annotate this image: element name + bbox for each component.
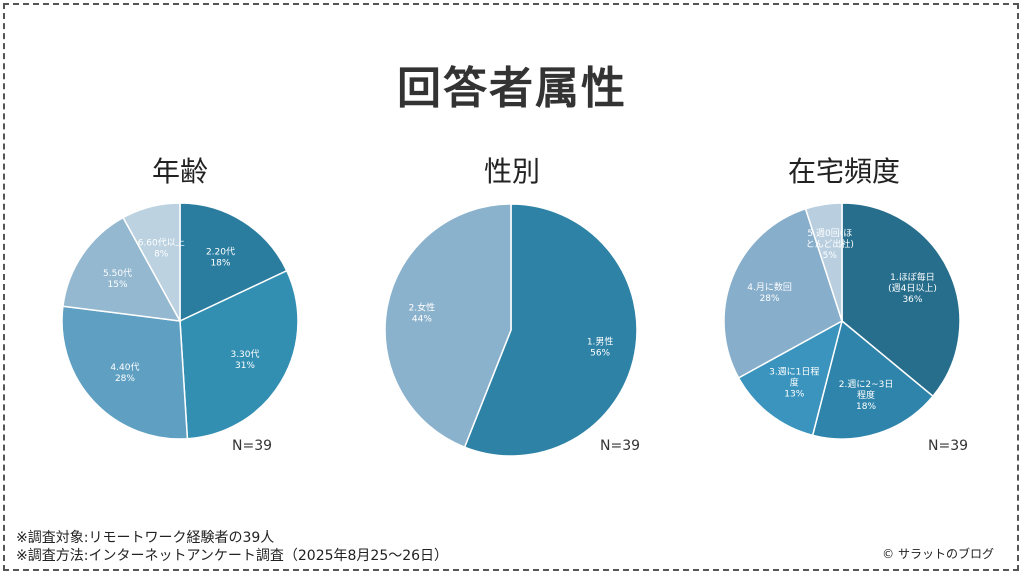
slice-label: 3.30代 31% xyxy=(230,349,259,371)
pie-slice xyxy=(804,202,843,322)
chart-title-remote-frequency: 在宅頻度 xyxy=(787,155,900,188)
copyright: © サラットのブログ xyxy=(882,547,994,561)
pie-group-0: 2.20代 18% 3.30代 31% 4.40代 28% 5.50代 15% 6.60代以上 8… xyxy=(61,202,299,440)
pie-slice xyxy=(463,203,638,457)
pie-slice xyxy=(811,319,934,440)
pie-slice xyxy=(841,202,961,398)
slice-label: 3.週に1日程度 13% xyxy=(769,367,819,400)
slice-label: 4.40代 28% xyxy=(110,362,139,384)
pie-slice xyxy=(61,305,189,440)
sample-size-remote-frequency: N=39 xyxy=(928,438,969,454)
chart-title-gender: 性別 xyxy=(483,155,540,188)
sample-size-gender: N=39 xyxy=(600,438,641,454)
footnote-method: ※調査方法:インターネットアンケート調査（2025年8月25～26日） xyxy=(16,548,449,564)
pie-slice xyxy=(737,319,844,437)
pie-group-2: 1.ほぼ毎日(週4日以上) 36% 2.週に2~3日程度 18% 3.週に1日程度 13%… xyxy=(723,202,961,440)
pie-slice xyxy=(122,202,181,322)
slice-label: 4.月に数回 28% xyxy=(747,281,792,304)
slice-label: 5.50代 15% xyxy=(103,268,132,290)
slice-label: 2.20代 18% xyxy=(206,247,235,269)
dashed-frame xyxy=(3,3,1019,571)
pie-slice xyxy=(384,203,512,449)
slice-label: 2.週に2~3日程度 18% xyxy=(839,379,894,412)
pie-slice xyxy=(179,269,299,440)
slice-label: 1.ほぼ毎日(週4日以上) 36% xyxy=(888,271,937,305)
pie-slice xyxy=(179,202,288,323)
slice-label: 2.女性 44% xyxy=(409,302,436,325)
slice-label: 1.男性 56% xyxy=(587,335,614,358)
pie-slice xyxy=(723,207,843,379)
page-title: 回答者属性 xyxy=(397,63,627,114)
slice-label: 6.60代以上 8% xyxy=(138,237,185,259)
pie-group-1: 1.男性 56% 2.女性 44% xyxy=(384,203,638,457)
chart-title-age: 年齢 xyxy=(151,155,208,188)
slice-label: 5.週0回(ほとんど出社) 5% xyxy=(806,228,854,261)
sample-size-age: N=39 xyxy=(232,438,273,454)
footnote-target: ※調査対象:リモートワーク経験者の39人 xyxy=(16,530,275,546)
pie-slice xyxy=(62,216,182,322)
